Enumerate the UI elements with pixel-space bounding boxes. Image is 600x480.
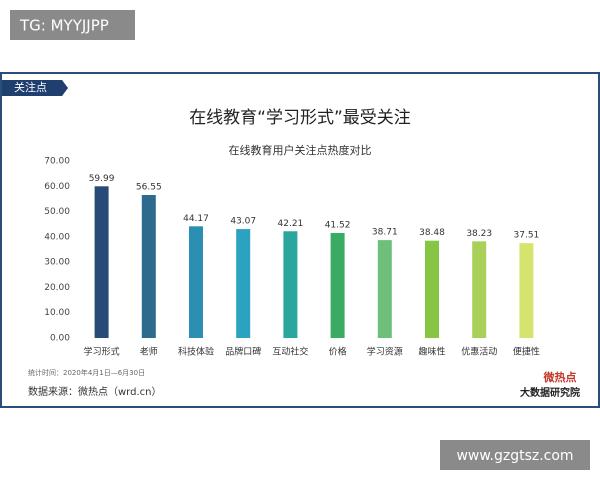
bar [283,231,298,338]
chart-title: 在线教育“学习形式”最受关注 [189,108,411,128]
tag-box [2,80,68,96]
chart-subtitle: 在线教育用户关注点热度对比 [229,143,372,157]
y-tick-label: 40.00 [44,232,70,242]
y-tick-label: 70.00 [44,157,70,167]
x-tick-label: 科技体验 [178,346,214,358]
x-tick-label: 学习形式 [84,346,120,358]
x-tick-label: 趣味性 [418,346,445,358]
x-tick-label: 便捷性 [513,346,540,358]
value-label: 38.23 [466,229,492,239]
value-label: 38.71 [372,228,398,238]
x-tick-label: 互动社交 [272,346,308,358]
value-label: 44.17 [183,214,209,224]
bar [425,240,439,338]
bar [236,229,251,338]
bar [141,195,156,338]
x-tick-label: 老师 [140,346,158,358]
watermark-box [440,440,590,470]
value-label: 42.21 [278,219,304,229]
logo: 大数据研究院 [520,386,580,399]
y-tick-label: 60.00 [44,182,70,192]
x-tick-label: 价格 [329,346,347,358]
y-tick-label: 50.00 [44,207,70,217]
x-tick-label: 优惠活动 [461,346,497,358]
x-tick-label: 学习资源 [367,346,403,358]
bar [94,186,109,338]
y-tick-label: 0.00 [50,334,70,344]
tag: 关注点 [14,80,47,94]
y-tick-label: 10.00 [44,308,70,318]
bar [377,240,392,338]
watermark-box [10,10,135,40]
watermark: www.gzgtsz.com [456,448,573,464]
value-label: 43.07 [230,217,256,227]
bar [330,233,345,338]
y-tick-label: 20.00 [44,283,70,293]
value-label: 37.51 [514,231,540,241]
value-label: 41.52 [325,221,351,231]
x-tick-label: 品牌口碑 [225,346,261,358]
logo: 微热点 [543,370,577,384]
source: 数据来源：微热点（wrd.cn） [28,385,161,398]
value-label: 59.99 [89,174,115,184]
bar [189,226,203,338]
value-label: 38.48 [419,228,445,238]
bar [519,243,534,338]
bar [472,241,487,338]
value-label: 56.55 [136,183,162,193]
footnote: 统计时间：2020年4月1日—6月30日 [28,368,145,377]
y-tick-label: 30.00 [44,258,70,268]
watermark: TG: MYYJJPP [19,17,109,35]
